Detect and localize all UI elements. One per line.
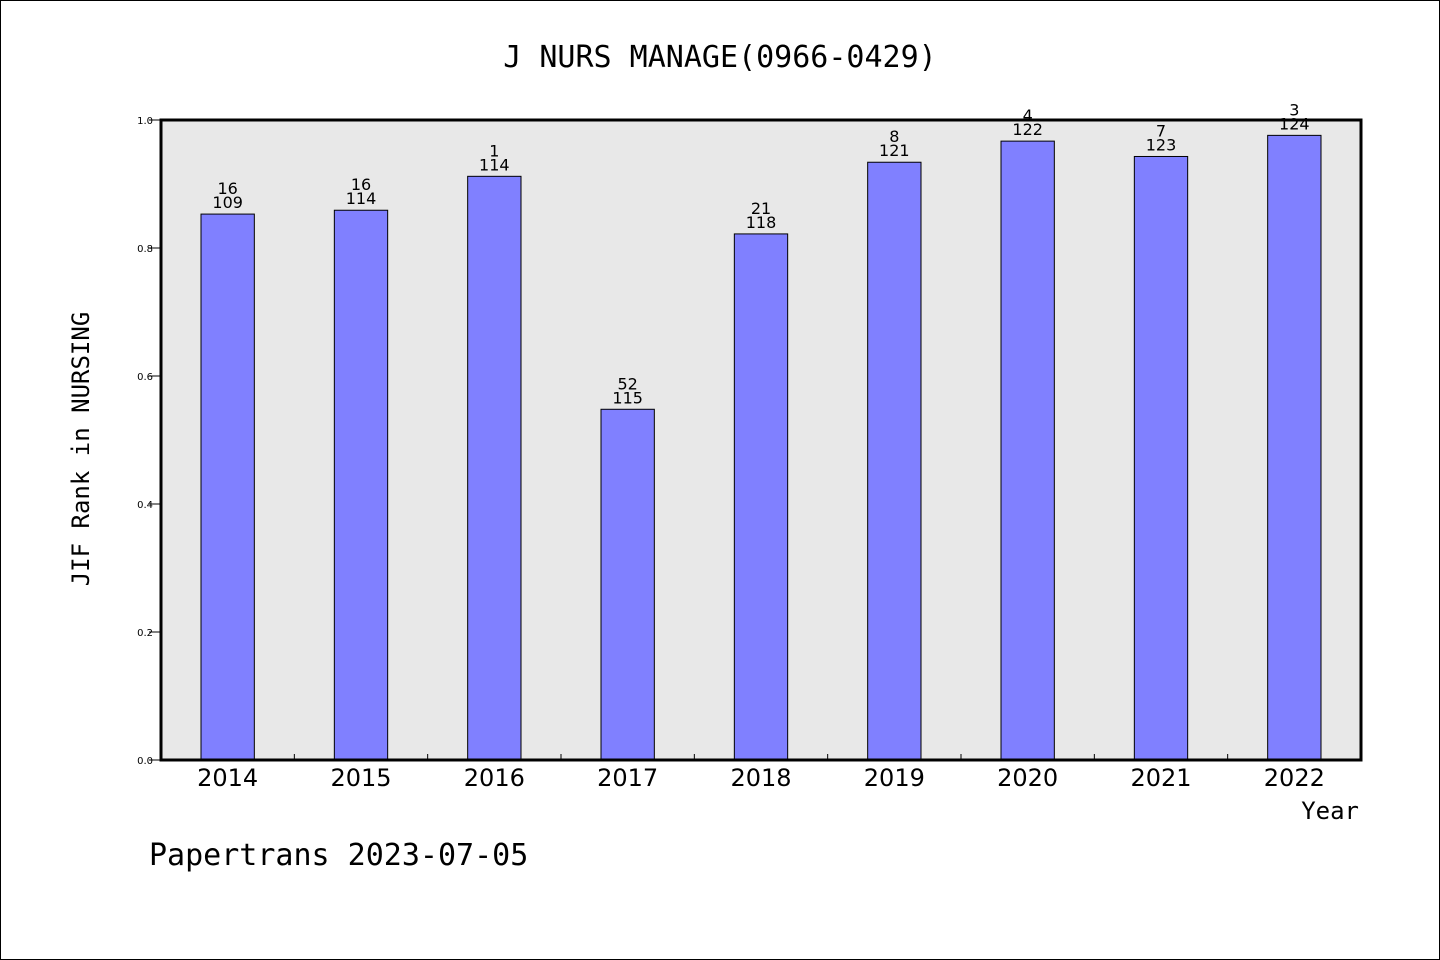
y-tick-label: 0.4 [137,500,153,511]
y-tick-label: 0.2 [137,628,153,639]
total-label: 123 [1146,135,1177,154]
rank-label: 3 [1289,100,1299,119]
rank-label: 16 [351,175,371,194]
bar-2014 [200,213,255,761]
bar-2016 [467,175,522,761]
x-tick-label: 2018 [730,764,791,792]
x-tick-label: 2016 [464,764,525,792]
bar-2022 [1267,134,1322,761]
rank-label: 4 [1023,106,1033,125]
rank-label: 52 [617,374,637,393]
plot-border [159,118,1363,762]
x-axis-label: Year [1301,797,1359,825]
x-tick-label: 2020 [997,764,1058,792]
total-label: 114 [346,189,377,208]
x-tick-label: 2021 [1130,764,1191,792]
rank-label: 21 [751,199,771,218]
y-tick-label: 0.0 [137,756,153,767]
y-tick-label: 1.0 [137,116,153,127]
total-label: 124 [1279,114,1310,133]
chart-title: J NURS MANAGE(0966-0429) [503,40,936,75]
x-tick-label: 2022 [1264,764,1325,792]
y-tick-label: 0.6 [137,372,153,383]
bar-2018 [733,233,789,761]
y-tick-label: 0.8 [137,244,153,255]
bar-2017 [600,408,655,761]
bar-2020 [1000,140,1055,761]
y-axis-label: JIF Rank in NURSING [67,312,95,587]
x-tick-label: 2014 [197,764,258,792]
x-tick-label: 2019 [864,764,925,792]
total-label: 121 [879,141,910,160]
rank-label: 16 [217,179,237,198]
bar-2015 [333,209,389,761]
x-tick-label: 2017 [597,764,658,792]
total-label: 115 [612,388,643,407]
rank-label: 7 [1156,121,1166,140]
bars-group [200,134,1322,761]
bar-2021 [1133,155,1189,761]
bar-2019 [867,161,922,761]
x-tick-label: 2015 [330,764,391,792]
y-axis: 0.0 0.2 0.4 0.6 0.8 1.0 [137,116,161,767]
rank-label: 8 [889,127,899,146]
credit-text: Papertrans 2023-07-05 [149,838,528,873]
total-label: 118 [746,213,777,232]
x-axis: 2014 2015 2016 2017 2018 2019 2020 2021 2022 [197,754,1325,792]
rank-label: 1 [489,141,499,160]
total-label: 109 [212,193,243,212]
total-label: 122 [1012,120,1043,139]
total-label: 114 [479,155,510,174]
